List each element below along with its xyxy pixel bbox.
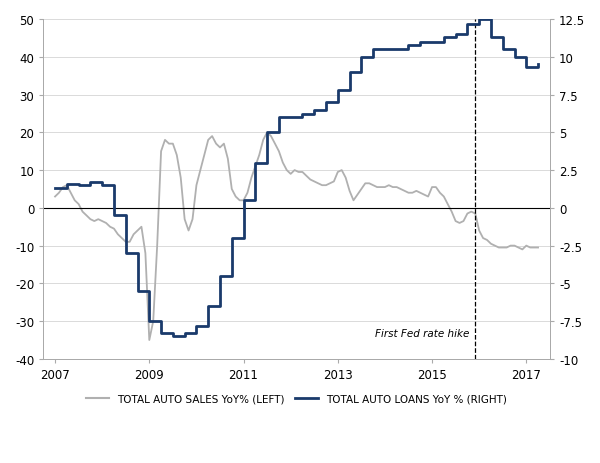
Legend: TOTAL AUTO SALES YoY% (LEFT), TOTAL AUTO LOANS YoY % (RIGHT): TOTAL AUTO SALES YoY% (LEFT), TOTAL AUTO… — [82, 390, 511, 408]
Line: TOTAL AUTO SALES YoY% (LEFT): TOTAL AUTO SALES YoY% (LEFT) — [55, 133, 538, 340]
TOTAL AUTO LOANS YoY % (RIGHT) — [499, 47, 506, 53]
TOTAL AUTO SALES YoY% (LEFT) — [146, 338, 153, 343]
TOTAL AUTO SALES YoY% (LEFT) — [535, 245, 542, 251]
TOTAL AUTO LOANS YoY % (RIGHT) — [346, 70, 353, 75]
TOTAL AUTO LOANS YoY % (RIGHT) — [393, 47, 400, 53]
TOTAL AUTO LOANS YoY % (RIGHT) — [322, 100, 329, 106]
TOTAL AUTO LOANS YoY % (RIGHT) — [52, 186, 59, 192]
TOTAL AUTO LOANS YoY % (RIGHT) — [275, 115, 283, 121]
TOTAL AUTO LOANS YoY % (RIGHT) — [405, 43, 412, 48]
TOTAL AUTO LOANS YoY % (RIGHT) — [487, 35, 494, 41]
TOTAL AUTO LOANS YoY % (RIGHT) — [382, 47, 389, 53]
TOTAL AUTO LOANS YoY % (RIGHT) — [464, 22, 471, 27]
TOTAL AUTO LOANS YoY % (RIGHT) — [252, 160, 259, 166]
TOTAL AUTO LOANS YoY % (RIGHT) — [311, 107, 318, 113]
TOTAL AUTO SALES YoY% (LEFT) — [197, 168, 204, 174]
TOTAL AUTO LOANS YoY % (RIGHT) — [110, 213, 118, 219]
TOTAL AUTO LOANS YoY % (RIGHT) — [228, 236, 235, 241]
TOTAL AUTO LOANS YoY % (RIGHT) — [157, 331, 164, 336]
TOTAL AUTO LOANS YoY % (RIGHT) — [217, 274, 224, 279]
TOTAL AUTO LOANS YoY % (RIGHT) — [122, 251, 130, 257]
TOTAL AUTO LOANS YoY % (RIGHT) — [134, 288, 141, 294]
TOTAL AUTO LOANS YoY % (RIGHT) — [205, 304, 212, 309]
TOTAL AUTO LOANS YoY % (RIGHT) — [193, 323, 200, 329]
TOTAL AUTO LOANS YoY % (RIGHT) — [63, 181, 70, 187]
TOTAL AUTO SALES YoY% (LEFT) — [55, 191, 62, 196]
TOTAL AUTO LOANS YoY % (RIGHT) — [181, 331, 188, 336]
TOTAL AUTO SALES YoY% (LEFT) — [83, 213, 90, 219]
TOTAL AUTO LOANS YoY % (RIGHT) — [169, 334, 176, 339]
TOTAL AUTO LOANS YoY % (RIGHT) — [263, 130, 271, 136]
TOTAL AUTO LOANS YoY % (RIGHT) — [428, 40, 436, 45]
TOTAL AUTO SALES YoY% (LEFT) — [52, 194, 59, 200]
TOTAL AUTO LOANS YoY % (RIGHT) — [416, 40, 424, 45]
TOTAL AUTO LOANS YoY % (RIGHT) — [535, 63, 542, 68]
TOTAL AUTO LOANS YoY % (RIGHT) — [334, 88, 341, 94]
TOTAL AUTO LOANS YoY % (RIGHT) — [287, 115, 294, 121]
TOTAL AUTO LOANS YoY % (RIGHT) — [98, 183, 106, 188]
TOTAL AUTO SALES YoY% (LEFT) — [142, 251, 149, 257]
TOTAL AUTO LOANS YoY % (RIGHT) — [87, 180, 94, 186]
TOTAL AUTO LOANS YoY % (RIGHT) — [476, 17, 483, 23]
TOTAL AUTO SALES YoY% (LEFT) — [271, 142, 278, 147]
TOTAL AUTO LOANS YoY % (RIGHT) — [146, 319, 153, 324]
Text: First Fed rate hike: First Fed rate hike — [376, 329, 470, 338]
TOTAL AUTO LOANS YoY % (RIGHT) — [240, 198, 247, 204]
TOTAL AUTO SALES YoY% (LEFT) — [338, 168, 346, 174]
TOTAL AUTO LOANS YoY % (RIGHT) — [358, 55, 365, 61]
TOTAL AUTO LOANS YoY % (RIGHT) — [452, 32, 459, 38]
TOTAL AUTO SALES YoY% (LEFT) — [263, 130, 271, 136]
TOTAL AUTO LOANS YoY % (RIGHT) — [299, 112, 306, 118]
TOTAL AUTO LOANS YoY % (RIGHT) — [523, 65, 530, 71]
TOTAL AUTO LOANS YoY % (RIGHT) — [370, 47, 377, 53]
Line: TOTAL AUTO LOANS YoY % (RIGHT): TOTAL AUTO LOANS YoY % (RIGHT) — [55, 20, 538, 337]
TOTAL AUTO LOANS YoY % (RIGHT) — [440, 35, 448, 41]
TOTAL AUTO LOANS YoY % (RIGHT) — [75, 183, 82, 188]
TOTAL AUTO LOANS YoY % (RIGHT) — [511, 55, 518, 61]
